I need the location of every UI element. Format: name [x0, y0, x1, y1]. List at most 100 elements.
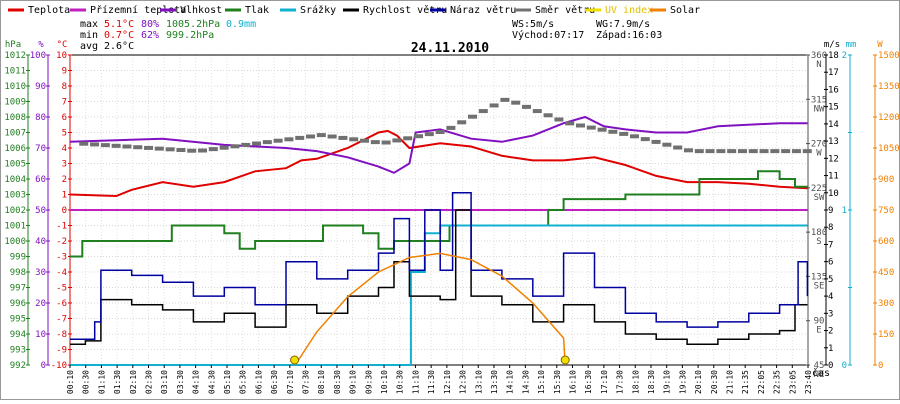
- wind-direction-mark: [446, 125, 456, 130]
- wind-direction-mark: [370, 140, 380, 145]
- axis-degc-tick-label: 10: [56, 51, 67, 61]
- x-tick-label: 09:30: [364, 370, 373, 394]
- axis-w-tick-label: 1050: [878, 144, 900, 154]
- x-tick-label: 17:30: [616, 370, 625, 394]
- wind-direction-mark: [781, 149, 791, 154]
- x-tick-label: 01:30: [113, 370, 122, 394]
- axis-degc-tick-label: 0: [62, 206, 67, 216]
- legend-label: Tlak: [245, 5, 269, 16]
- axis-hpa-tick-label: 1011: [4, 67, 26, 77]
- x-tick-label: 14:10: [506, 370, 515, 394]
- axis-dir-tick-label: 225: [811, 184, 827, 194]
- x-tick-label: 10:30: [396, 370, 405, 394]
- wind-direction-mark: [122, 144, 132, 149]
- stats-panel: max 5.1°C 80% 1005.2hPa 0.9mm min 0.7°C …: [80, 19, 662, 52]
- axis-dir-tick-label: NE: [814, 370, 825, 380]
- axis-degc-tick-label: 1: [62, 191, 67, 201]
- axis-degc-tick-label: -10: [51, 361, 67, 371]
- wind-direction-mark: [295, 135, 305, 140]
- stat-max-label: max: [80, 19, 98, 30]
- wind-direction-mark: [468, 114, 478, 119]
- stat-max-press: 1005.2hPa: [166, 19, 220, 30]
- axis-pct-tick-label: 40: [35, 237, 46, 247]
- x-tick-label: 13:10: [474, 370, 483, 394]
- axis-w-tick-label: 750: [878, 206, 894, 216]
- wind-direction-mark: [306, 134, 316, 139]
- axis-ms-tick-label: 13: [828, 137, 839, 147]
- x-tick-label: 20:10: [694, 370, 703, 394]
- x-tick-label: 21:10: [725, 370, 734, 394]
- wind-direction-mark: [208, 147, 218, 152]
- axis-hpa-tick-label: 1012: [4, 51, 26, 61]
- wind-direction-mark: [154, 146, 164, 151]
- wind-direction-mark: [802, 149, 812, 154]
- x-tick-label: 15:30: [553, 370, 562, 394]
- wind-direction-mark: [608, 129, 618, 134]
- axis-hpa-tick-label: 1005: [4, 160, 26, 170]
- stat-sunrise: Východ:07:17: [512, 29, 584, 41]
- wind-direction-mark: [640, 137, 650, 142]
- wind-direction-mark: [79, 141, 89, 146]
- x-tick-label: 18:30: [647, 370, 656, 394]
- x-tick-label: 12:10: [443, 370, 452, 394]
- wind-direction-mark: [651, 139, 661, 144]
- axis-ms-tick-label: 14: [828, 120, 839, 130]
- wind-direction-mark: [327, 134, 337, 139]
- axis-degc-tick-label: -1: [56, 222, 67, 232]
- axis-degc-tick-label: -5: [56, 284, 67, 294]
- wind-direction-mark: [683, 148, 693, 153]
- x-axis-ticks: 00:10 00:30 01:10 01:30 02:10 02:30 03:10 03:30…: [66, 365, 813, 394]
- wind-direction-mark: [532, 109, 542, 114]
- axis-dir-tick-label: 135: [811, 272, 827, 282]
- axis-hpa-tick-label: 999: [10, 253, 26, 263]
- stat-min-press: 999.2hPa: [166, 30, 214, 41]
- axis-pct-tick-label: 20: [35, 299, 46, 309]
- axis-degc-tick-label: 7: [62, 98, 67, 108]
- axis-degc-tick-label: -7: [56, 315, 67, 325]
- axis-ms-tick-label: 5: [828, 275, 833, 285]
- wind-direction-mark: [381, 140, 391, 145]
- axis-degc-tick-label: 6: [62, 113, 67, 123]
- axis-mm-tick-label: 0: [842, 361, 847, 371]
- stat-max-temp: 5.1°C: [104, 19, 134, 30]
- x-axis-label: čas: [812, 367, 830, 379]
- axis-ms-tick-label: 2: [828, 327, 833, 337]
- axis-mm-title: mm: [846, 40, 857, 50]
- wind-direction-mark: [230, 144, 240, 149]
- axis-ms-tick-label: 0: [828, 361, 833, 371]
- stat-max-hum: 80%: [141, 19, 159, 30]
- axis-w-tick-label: 450: [878, 268, 894, 278]
- wind-direction-mark: [673, 145, 683, 150]
- axis-hpa-tick-label: 998: [10, 268, 26, 278]
- axis-ms-tick-label: 7: [828, 240, 833, 250]
- legend-label: Rychlost větru: [363, 4, 447, 16]
- wind-direction-mark: [716, 149, 726, 154]
- series-teplota-line: [69, 129, 808, 198]
- solar-marker-vchod: [290, 355, 300, 365]
- x-tick-label: 06:10: [254, 370, 263, 394]
- x-tick-label: 21:35: [741, 370, 750, 394]
- axis-ms-tick-label: 15: [828, 103, 839, 113]
- wind-direction-mark: [597, 127, 607, 132]
- axis-hpa-title: hPa: [5, 40, 21, 50]
- x-tick-label: 23:40: [804, 370, 813, 394]
- x-tick-label: 08:10: [317, 370, 326, 394]
- wind-direction-mark: [543, 113, 553, 118]
- axis-hpa-tick-label: 1000: [4, 237, 26, 247]
- x-tick-label: 20:30: [710, 370, 719, 394]
- axis-dir-tick-label: N: [816, 60, 821, 70]
- wind-direction-mark: [662, 142, 672, 147]
- axis-w-tick-label: 1350: [878, 82, 900, 92]
- axis-w-tick-label: 900: [878, 175, 894, 185]
- x-tick-label: 07:30: [302, 370, 311, 394]
- axis-hpa-tick-label: 1004: [4, 175, 26, 185]
- wind-direction-mark: [252, 141, 262, 146]
- axis-pct-tick-label: 10: [35, 330, 46, 340]
- x-tick-label: 06:30: [270, 370, 279, 394]
- axis-degc-tick-label: -3: [56, 253, 67, 263]
- stat-avg-label: avg: [80, 41, 98, 52]
- axis-dir-tick-label: SE: [814, 281, 825, 291]
- wind-direction-mark: [349, 137, 359, 142]
- wind-direction-mark: [705, 149, 715, 154]
